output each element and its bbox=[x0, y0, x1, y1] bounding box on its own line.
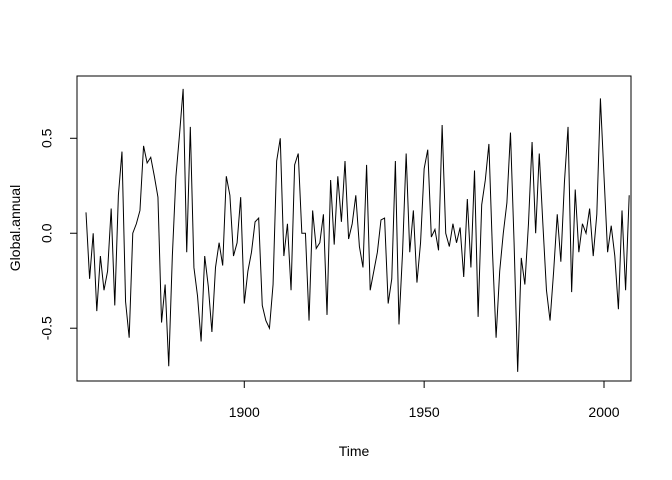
y-axis: -0.5 0.0 0.5 bbox=[39, 128, 78, 340]
y-tick-label: -0.5 bbox=[39, 316, 55, 340]
x-tick-label: 2000 bbox=[588, 404, 619, 420]
y-tick-label: 0.0 bbox=[39, 223, 55, 243]
x-axis: 1900 1950 2000 bbox=[229, 380, 620, 420]
series-line-0 bbox=[85, 88, 630, 372]
y-axis-label: Global.annual bbox=[7, 185, 23, 271]
x-axis-label: Time bbox=[339, 443, 370, 459]
x-tick-label: 1900 bbox=[229, 404, 260, 420]
y-tick-label: 0.5 bbox=[39, 128, 55, 148]
series-group bbox=[85, 88, 630, 372]
x-tick-label: 1950 bbox=[409, 404, 440, 420]
